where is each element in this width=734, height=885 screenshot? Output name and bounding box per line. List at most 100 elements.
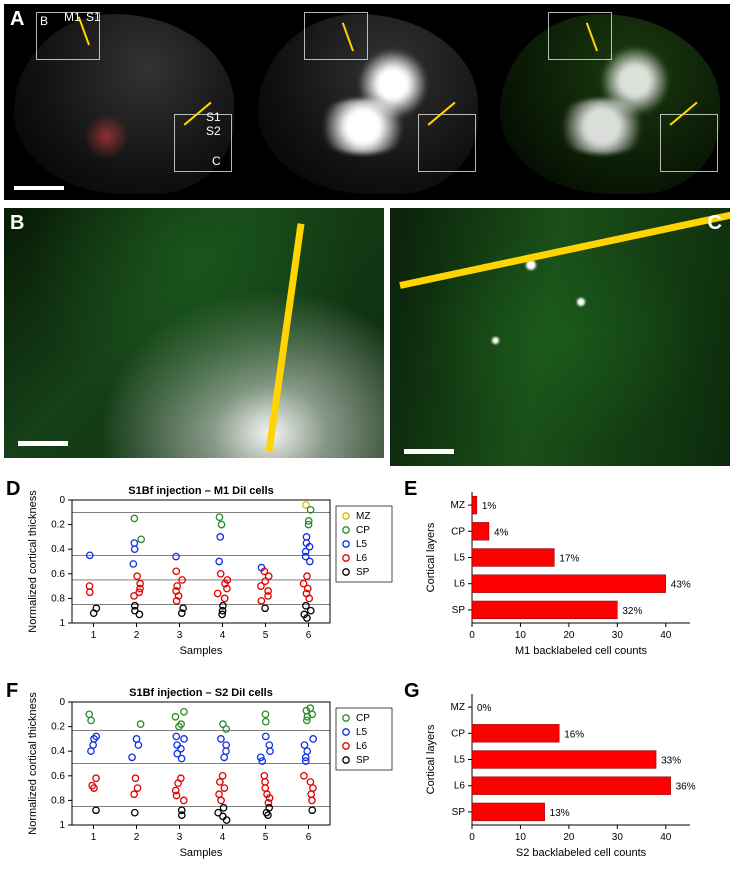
svg-text:1: 1 — [91, 832, 97, 843]
svg-text:5: 5 — [263, 832, 269, 843]
svg-text:17%: 17% — [559, 554, 579, 565]
panel-a-sub2 — [248, 4, 488, 200]
svg-text:Samples: Samples — [180, 847, 223, 859]
panel-g-chart: 0 10 20 30 40 MZ 0% CP 16% L5 33% L6 36% SP 13% S2 back… — [420, 684, 730, 859]
svg-text:0: 0 — [469, 832, 475, 843]
panel-a-sub3 — [492, 4, 730, 200]
panel-b: B — [4, 208, 384, 458]
label-S1-side: S1 — [206, 110, 221, 124]
svg-text:16%: 16% — [564, 729, 584, 740]
svg-text:0.6: 0.6 — [51, 569, 65, 580]
svg-text:10: 10 — [515, 630, 527, 641]
svg-text:Normalized cortical thickness: Normalized cortical thickness — [27, 692, 39, 835]
svg-text:2: 2 — [134, 832, 140, 843]
label-B-inset: B — [40, 14, 48, 28]
svg-text:3: 3 — [177, 832, 183, 843]
svg-text:20: 20 — [563, 832, 575, 843]
svg-text:0: 0 — [59, 697, 65, 708]
svg-text:CP: CP — [356, 713, 370, 724]
svg-text:40: 40 — [660, 832, 672, 843]
svg-text:30: 30 — [612, 630, 624, 641]
svg-text:4%: 4% — [494, 527, 509, 538]
svg-text:10: 10 — [515, 832, 527, 843]
svg-text:SP: SP — [356, 755, 370, 766]
svg-text:SP: SP — [452, 605, 466, 616]
svg-text:0.8: 0.8 — [51, 795, 65, 806]
svg-text:L5: L5 — [356, 727, 368, 738]
svg-text:5: 5 — [263, 630, 269, 641]
svg-text:CP: CP — [451, 526, 465, 537]
svg-text:6: 6 — [306, 832, 312, 843]
svg-text:CP: CP — [451, 728, 465, 739]
svg-text:S2 backlabeled cell counts: S2 backlabeled cell counts — [516, 847, 647, 859]
label-M1: M1 — [64, 10, 81, 24]
svg-text:1: 1 — [59, 820, 65, 831]
svg-text:0.2: 0.2 — [51, 520, 65, 531]
svg-text:32%: 32% — [622, 606, 642, 617]
svg-text:0: 0 — [59, 495, 65, 506]
svg-text:30: 30 — [612, 832, 624, 843]
svg-text:20: 20 — [563, 630, 575, 641]
svg-text:0%: 0% — [477, 703, 492, 714]
panel-a-label: A — [10, 8, 24, 31]
svg-text:2: 2 — [134, 630, 140, 641]
svg-text:0.8: 0.8 — [51, 593, 65, 604]
label-S2: S2 — [206, 124, 221, 138]
svg-text:MZ: MZ — [451, 702, 465, 713]
panel-e-label: E — [404, 478, 417, 501]
svg-text:Samples: Samples — [180, 645, 223, 657]
label-C-inset: C — [212, 154, 221, 168]
svg-text:L6: L6 — [454, 579, 466, 590]
label-S1-top: S1 — [86, 10, 101, 24]
svg-text:0: 0 — [469, 630, 475, 641]
svg-text:1: 1 — [91, 630, 97, 641]
svg-text:0.4: 0.4 — [51, 544, 65, 555]
panel-b-label: B — [10, 212, 24, 235]
svg-text:3: 3 — [177, 630, 183, 641]
svg-text:1%: 1% — [482, 501, 497, 512]
svg-text:CP: CP — [356, 525, 370, 536]
scale-bar-b — [18, 441, 68, 446]
panel-f-chart: 0 0.2 0.4 0.6 0.8 1 1 2 3 4 5 6 S1Bf injection – S2 … — [24, 684, 394, 859]
panel-g-label: G — [404, 680, 420, 703]
svg-text:33%: 33% — [661, 756, 681, 767]
svg-text:SP: SP — [356, 567, 370, 578]
panel-f-label: F — [6, 680, 18, 703]
svg-text:0.2: 0.2 — [51, 722, 65, 733]
figure-root: B M1 S1 S1 S2 C A — [0, 0, 734, 885]
svg-text:36%: 36% — [676, 782, 696, 793]
panel-c: C — [390, 208, 730, 466]
panel-a-sub1: B M1 S1 S1 S2 C — [4, 4, 244, 200]
svg-text:Cortical layers: Cortical layers — [425, 522, 437, 592]
panel-d-label: D — [6, 478, 20, 501]
svg-text:Normalized cortical thickness: Normalized cortical thickness — [27, 490, 39, 633]
svg-text:1: 1 — [59, 618, 65, 629]
svg-text:L5: L5 — [454, 553, 466, 564]
svg-text:S1Bf injection – S2 DiI cells: S1Bf injection – S2 DiI cells — [129, 687, 273, 699]
svg-text:13%: 13% — [550, 808, 570, 819]
svg-text:0.6: 0.6 — [51, 771, 65, 782]
svg-text:0.4: 0.4 — [51, 746, 65, 757]
svg-text:L6: L6 — [356, 741, 368, 752]
panel-c-label: C — [708, 212, 722, 235]
svg-text:SP: SP — [452, 807, 466, 818]
svg-text:L6: L6 — [356, 553, 368, 564]
scale-bar-c — [404, 449, 454, 454]
panel-e-chart: 0 10 20 30 40 MZ 1% CP 4% L5 17% L6 43% SP 32% M1 backl… — [420, 482, 730, 657]
scale-bar-a — [14, 186, 64, 190]
svg-text:M1 backlabeled cell counts: M1 backlabeled cell counts — [515, 645, 648, 657]
svg-text:6: 6 — [306, 630, 312, 641]
panel-d-chart: 0 0.2 0.4 0.6 0.8 1 1 2 3 4 5 6 S1Bf injection – M1 … — [24, 482, 394, 657]
svg-text:4: 4 — [220, 832, 226, 843]
svg-text:40: 40 — [660, 630, 672, 641]
panel-a: B M1 S1 S1 S2 C A — [4, 4, 730, 200]
svg-text:MZ: MZ — [356, 511, 370, 522]
svg-text:MZ: MZ — [451, 500, 465, 511]
svg-text:43%: 43% — [671, 580, 691, 591]
svg-text:L6: L6 — [454, 781, 466, 792]
svg-text:S1Bf injection – M1 DiI cells: S1Bf injection – M1 DiI cells — [128, 485, 274, 497]
svg-text:Cortical layers: Cortical layers — [425, 724, 437, 794]
svg-text:L5: L5 — [356, 539, 368, 550]
svg-text:4: 4 — [220, 630, 226, 641]
svg-text:L5: L5 — [454, 755, 466, 766]
